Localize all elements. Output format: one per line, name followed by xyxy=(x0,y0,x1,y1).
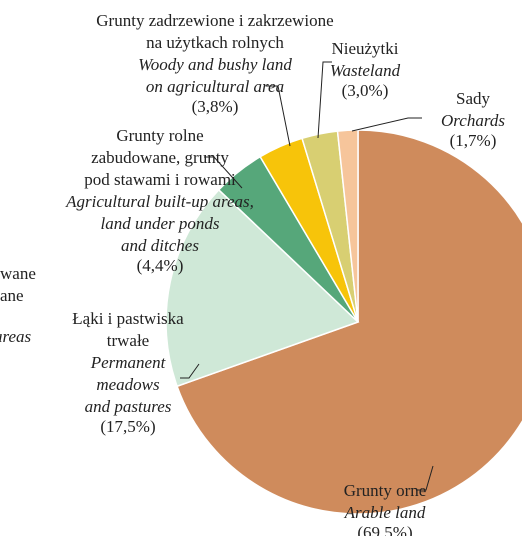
value-label: (17,5%) xyxy=(100,417,155,436)
category-label: Grunty orne xyxy=(344,481,427,500)
value-label: (3,0%) xyxy=(342,81,389,100)
category-label-en: land under ponds xyxy=(101,214,220,233)
category-label-en: Arable land xyxy=(344,503,426,522)
value-label: (69,5%) xyxy=(357,523,412,536)
leader-line xyxy=(204,156,243,189)
leader-lines xyxy=(180,61,434,491)
category-label-en: on agricultural area xyxy=(146,77,284,96)
leader-line xyxy=(317,61,332,139)
category-label-en: Permanent xyxy=(90,353,167,372)
category-label: pod stawami i rowami xyxy=(84,170,236,189)
value-label: (1,7%) xyxy=(450,131,497,150)
clipped-label: areas xyxy=(0,327,32,346)
category-label: Nieużytki xyxy=(331,39,398,58)
category-label-en: Orchards xyxy=(441,111,505,130)
value-label: (4,4%) xyxy=(137,256,184,275)
leader-line xyxy=(416,465,434,491)
value-label: (3,8%) xyxy=(192,97,239,116)
category-label-en: and pastures xyxy=(85,397,172,416)
category-label: trwałe xyxy=(107,331,149,350)
labels: Grunty orne Arable land(69,5%) Łąki i past… xyxy=(0,11,505,536)
leader-line xyxy=(180,363,200,379)
category-label: zabudowane, grunty xyxy=(91,148,229,167)
category-label-en: Woody and bushy land xyxy=(138,55,292,74)
category-label: Grunty zadrzewione i zakrzewione xyxy=(96,11,333,30)
category-label: na użytkach rolnych xyxy=(146,33,284,52)
category-label-en: and ditches xyxy=(121,236,199,255)
category-label: Łąki i pastwiska xyxy=(72,309,184,328)
pie-slice xyxy=(176,129,522,515)
category-label: Sady xyxy=(456,89,491,108)
clipped-label: ane xyxy=(0,286,24,305)
clipped-label: wane xyxy=(0,264,36,283)
leader-line xyxy=(351,117,422,132)
leader-line xyxy=(266,85,291,147)
pie-slice xyxy=(165,188,360,388)
category-label-en: meadows xyxy=(96,375,160,394)
category-label-en: Wasteland xyxy=(330,61,401,80)
category-label: Grunty rolne xyxy=(116,126,203,145)
category-label-en: Agricultural built-up areas, xyxy=(65,192,254,211)
